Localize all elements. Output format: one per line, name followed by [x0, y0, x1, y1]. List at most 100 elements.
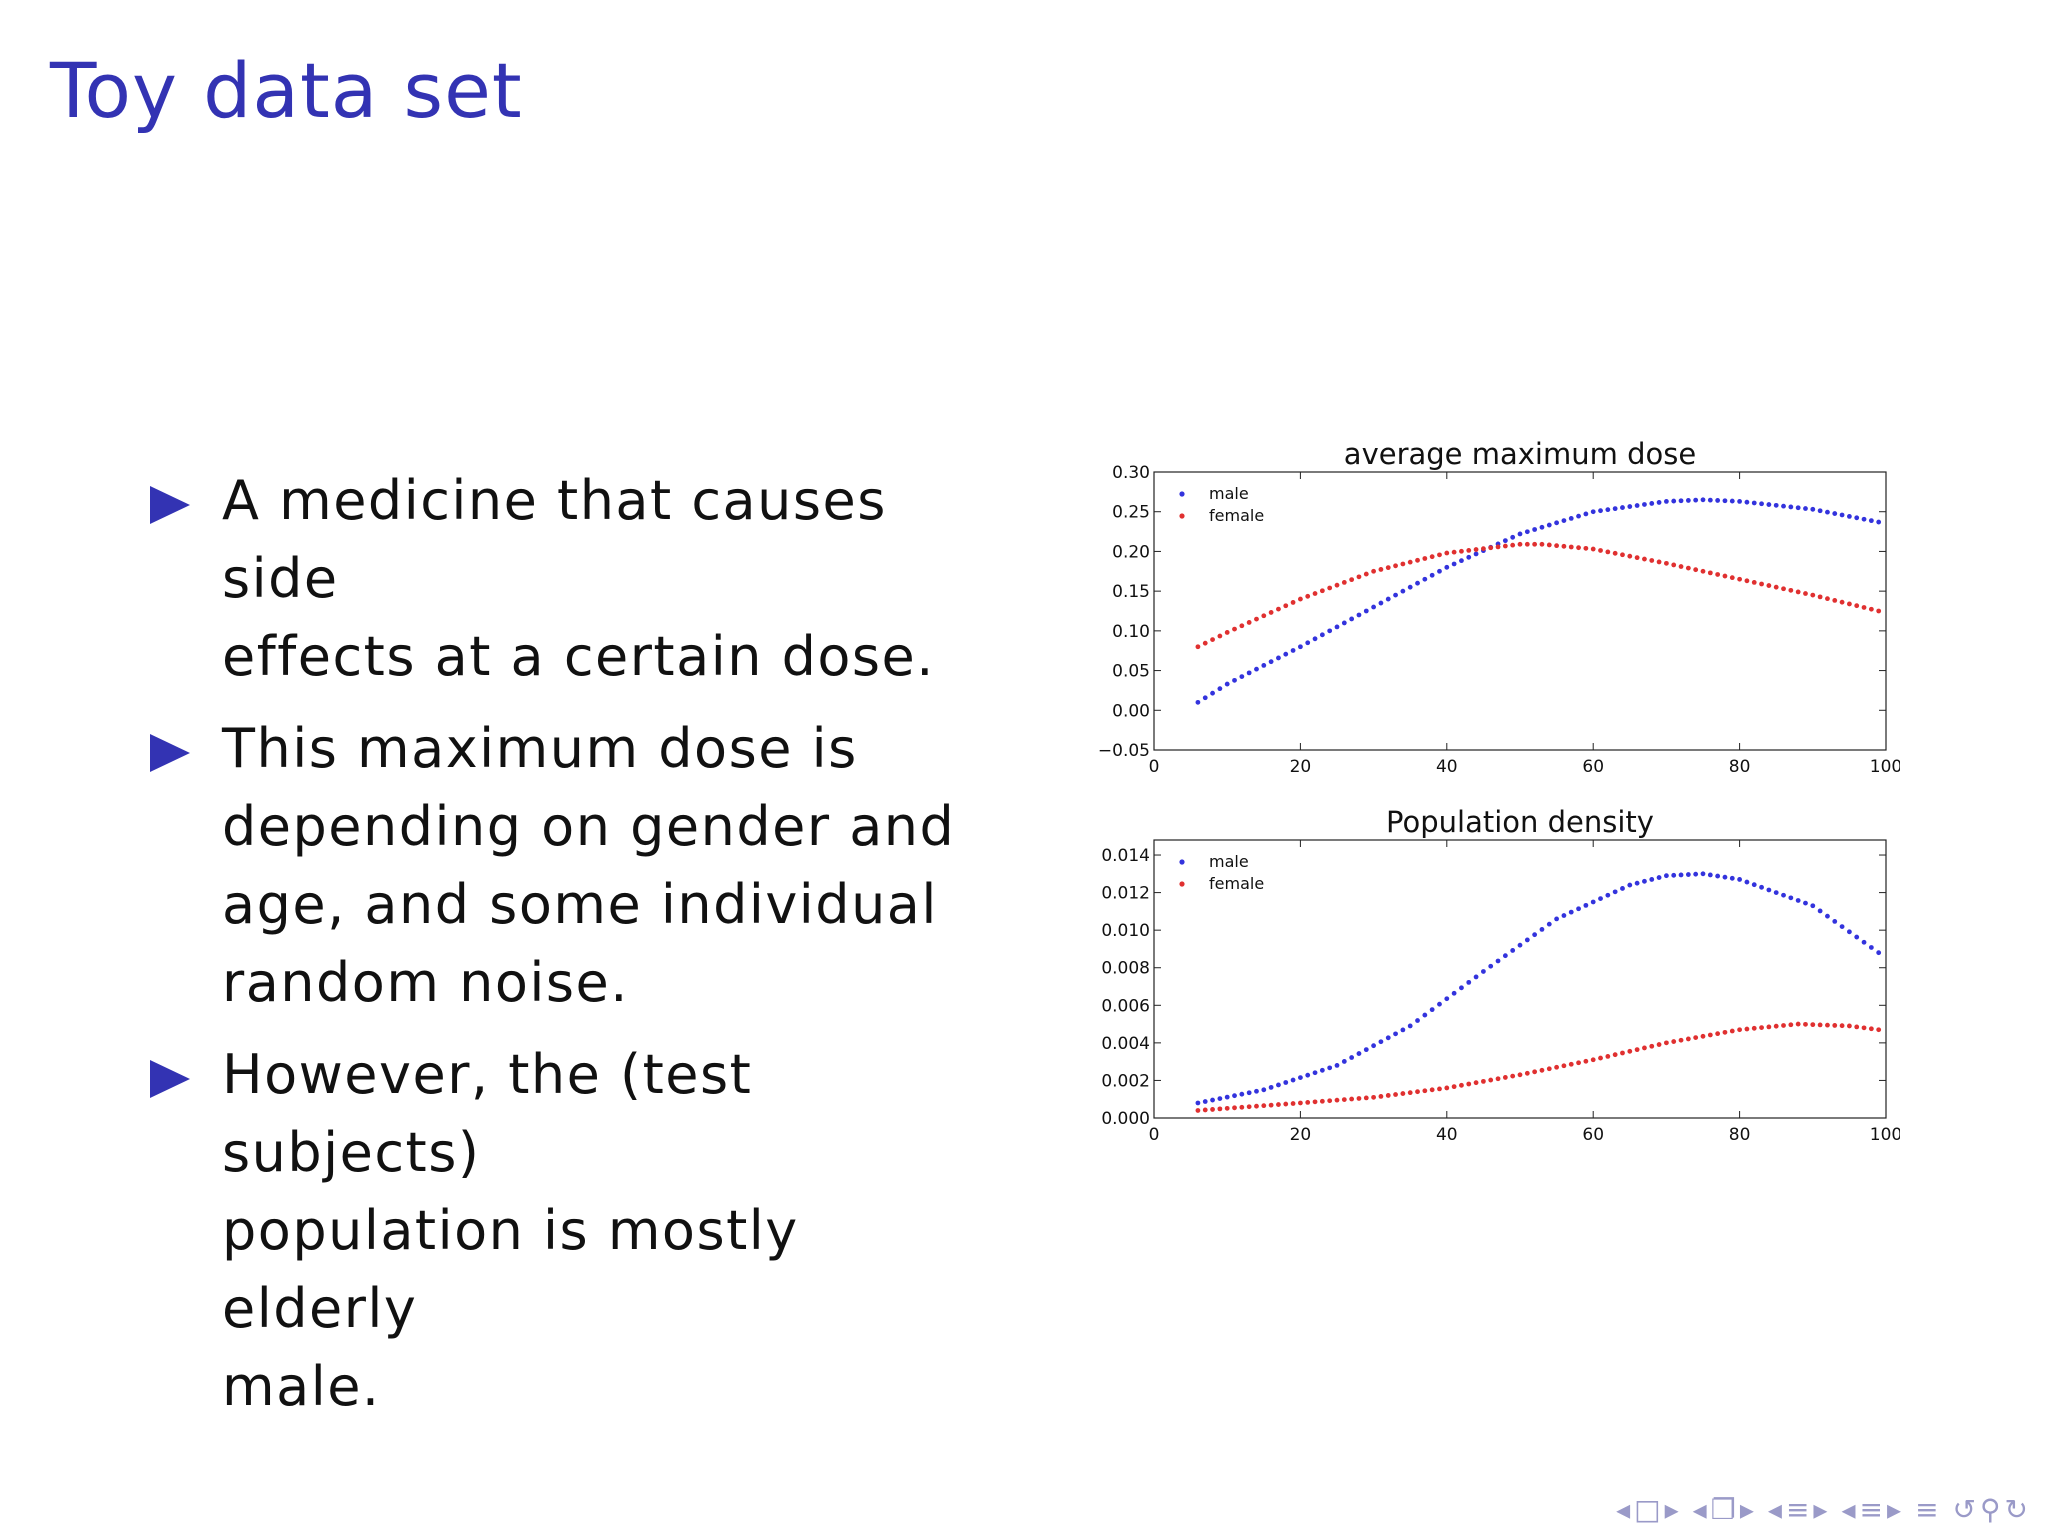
data-point	[1481, 969, 1486, 974]
nav-search-group[interactable]: ↺ ⚲ ↻	[1953, 1493, 2028, 1526]
nav-section-icon[interactable]: ≡	[1859, 1493, 1884, 1526]
data-point	[1722, 1029, 1728, 1035]
nav-right-arrow-icon[interactable]: ▸	[1739, 1493, 1754, 1526]
y-tick-label: 0.25	[1112, 503, 1150, 523]
nav-right-arrow-icon[interactable]: ▸	[1887, 1493, 1902, 1526]
data-point	[1817, 908, 1823, 914]
data-point	[1825, 1022, 1830, 1028]
data-point	[1363, 1095, 1369, 1101]
data-point	[1561, 543, 1567, 549]
nav-slide-group[interactable]: ◂ □ ▸	[1616, 1493, 1679, 1526]
data-point	[1195, 1108, 1201, 1113]
data-point	[1568, 544, 1574, 550]
data-point	[1356, 1051, 1362, 1056]
data-point	[1298, 1100, 1303, 1106]
bullet-line: age, and some individual	[222, 873, 938, 936]
data-point	[1729, 575, 1735, 581]
data-point	[1466, 547, 1472, 553]
data-point	[1254, 666, 1259, 672]
data-point	[1847, 1023, 1852, 1029]
nav-slide-icon[interactable]: □	[1634, 1493, 1661, 1526]
nav-right-arrow-icon[interactable]: ▸	[1664, 1493, 1679, 1526]
nav-left-arrow-icon[interactable]: ◂	[1616, 1493, 1631, 1526]
data-point	[1334, 1063, 1340, 1068]
data-point	[1693, 567, 1699, 573]
data-point	[1810, 1022, 1816, 1028]
series-male	[1195, 497, 1882, 705]
nav-back-icon[interactable]: ↺	[1952, 1493, 1977, 1526]
nav-left-arrow-icon[interactable]: ◂	[1767, 1493, 1782, 1526]
data-point	[1224, 1094, 1230, 1100]
data-point	[1729, 875, 1735, 881]
data-point	[1649, 501, 1655, 506]
data-point	[1583, 545, 1589, 551]
data-point	[1788, 587, 1794, 593]
data-point	[1217, 1096, 1223, 1101]
nav-left-arrow-icon[interactable]: ◂	[1841, 1493, 1856, 1526]
data-point	[1832, 1023, 1838, 1028]
data-point	[1649, 558, 1655, 563]
data-point	[1495, 544, 1501, 550]
data-point	[1254, 1088, 1259, 1094]
data-point	[1847, 929, 1852, 935]
dose-chart: average maximum dose 0 20 40 60 80 100 −0.05 0.0…	[1080, 432, 1902, 788]
nav-subsection-icon[interactable]: ≡	[1785, 1493, 1810, 1526]
data-point	[1795, 589, 1801, 595]
data-point	[1656, 559, 1662, 565]
data-point	[1876, 1027, 1882, 1033]
data-point	[1810, 506, 1816, 512]
bullet-triangle-icon	[150, 1060, 190, 1098]
series-female	[1195, 1021, 1882, 1113]
data-point	[1517, 942, 1523, 948]
data-point	[1393, 592, 1398, 598]
data-point	[1854, 515, 1860, 521]
data-point	[1210, 1107, 1215, 1112]
x-tick-label: 80	[1729, 757, 1751, 777]
data-point	[1612, 1052, 1618, 1058]
data-point	[1210, 690, 1215, 696]
y-tick-label: 0.05	[1112, 662, 1150, 682]
y-tick-label: 0.006	[1101, 996, 1150, 1016]
data-point	[1868, 945, 1874, 950]
x-tick-label: 0	[1149, 1125, 1160, 1145]
nav-left-arrow-icon[interactable]: ◂	[1692, 1493, 1707, 1526]
data-point	[1598, 1055, 1603, 1061]
data-point	[1854, 603, 1860, 609]
data-point	[1642, 1045, 1647, 1051]
data-point	[1290, 600, 1296, 605]
data-point	[1349, 1055, 1355, 1060]
data-point	[1642, 878, 1647, 884]
data-point	[1576, 513, 1581, 519]
data-point	[1810, 592, 1816, 598]
data-point	[1239, 1104, 1245, 1110]
nav-frame-group[interactable]: ◂ ❐ ▸	[1693, 1493, 1754, 1526]
data-point	[1276, 1102, 1281, 1107]
data-point	[1722, 874, 1728, 880]
data-point	[1634, 555, 1640, 561]
y-tick-label: 0.000	[1101, 1109, 1150, 1129]
data-point	[1598, 548, 1603, 553]
data-point	[1305, 640, 1311, 646]
data-point	[1598, 508, 1603, 514]
nav-search-icon[interactable]: ⚲	[1980, 1493, 2001, 1526]
x-tick-label: 80	[1729, 1125, 1751, 1145]
data-point	[1612, 889, 1618, 895]
nav-document-icon[interactable]: ≡	[1915, 1493, 1939, 1526]
data-point	[1722, 573, 1728, 579]
data-point	[1620, 505, 1625, 510]
nav-subsection-group[interactable]: ◂ ≡ ▸	[1768, 1493, 1828, 1526]
nav-forward-icon[interactable]: ↻	[2004, 1493, 2028, 1526]
nav-frame-icon[interactable]: ❐	[1710, 1493, 1736, 1526]
data-point	[1268, 1102, 1274, 1108]
data-point	[1298, 1075, 1303, 1081]
bullet-line: A medicine that causes side	[222, 469, 887, 610]
nav-section-group[interactable]: ◂ ≡ ▸	[1841, 1493, 1901, 1526]
data-point	[1415, 1018, 1420, 1023]
nav-document-group[interactable]: ≡	[1915, 1493, 1938, 1526]
nav-right-arrow-icon[interactable]: ▸	[1813, 1493, 1828, 1526]
data-point	[1210, 637, 1215, 642]
data-point	[1583, 902, 1589, 908]
data-point	[1876, 950, 1882, 956]
data-point	[1502, 543, 1508, 549]
data-point	[1678, 498, 1684, 504]
